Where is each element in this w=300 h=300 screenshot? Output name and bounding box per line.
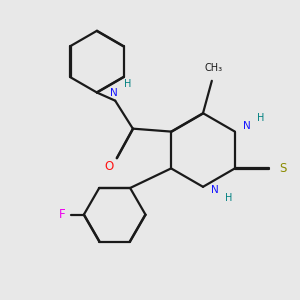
Text: O: O (105, 160, 114, 173)
Text: H: H (257, 113, 264, 123)
Text: S: S (279, 162, 286, 175)
Text: H: H (225, 193, 232, 203)
Text: H: H (124, 80, 131, 89)
Text: N: N (211, 185, 219, 195)
Text: CH₃: CH₃ (204, 63, 222, 73)
Text: N: N (243, 121, 251, 131)
Text: F: F (59, 208, 66, 221)
Text: N: N (110, 88, 118, 98)
